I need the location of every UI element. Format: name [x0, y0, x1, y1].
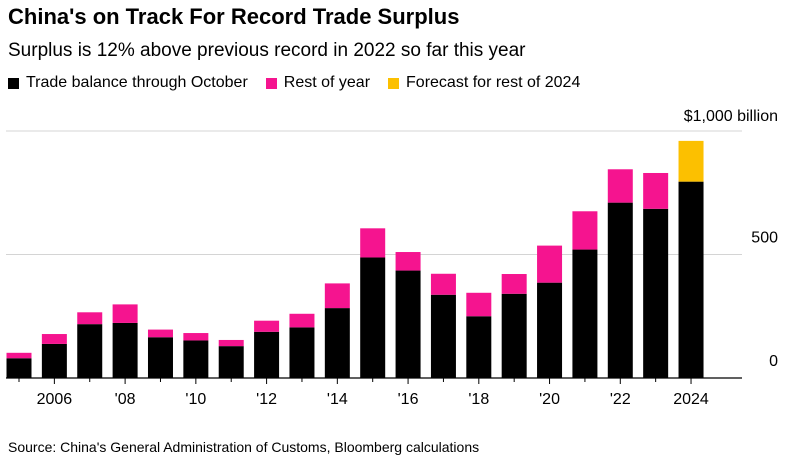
x-tick-label: '22 [610, 391, 631, 408]
bars [6, 140, 704, 378]
y-tick-label: 500 [751, 230, 778, 247]
bar-segment [643, 172, 669, 209]
bar-segment [360, 228, 386, 258]
chart-subtitle: Surplus is 12% above previous record in … [8, 40, 526, 61]
x-tick-label: '08 [115, 391, 136, 408]
legend-swatch-forecast [388, 77, 400, 89]
x-axis: 2006 '08 '10 '12 '14 '16 '18 '20 '22 2024 [6, 377, 742, 408]
bar-segment [41, 343, 67, 378]
y-tick-label: 0 [769, 353, 778, 370]
bar-segment [466, 316, 492, 378]
x-tick-label: '20 [539, 391, 560, 408]
bar-segment [324, 308, 350, 378]
bar-segment [395, 270, 421, 378]
x-tick-label: '14 [327, 391, 348, 408]
bar-segment [501, 293, 527, 378]
bar-segment [678, 181, 704, 378]
bar-segment [537, 245, 563, 283]
bar-segment [289, 327, 315, 378]
legend-swatch-rest-of-year [265, 77, 277, 89]
bar-segment [77, 312, 103, 325]
bar-segment [643, 208, 669, 378]
legend-label-rest-of-year: Rest of year [283, 74, 371, 91]
legend-item-forecast: Forecast for rest of 2024 [388, 74, 580, 92]
x-tick-label: 2024 [673, 391, 709, 408]
legend: Trade balance through October Rest of ye… [8, 74, 598, 92]
legend-label-forecast: Forecast for rest of 2024 [406, 74, 581, 91]
bar-segment [6, 358, 32, 378]
bar-segment [430, 273, 456, 295]
bar-segment [218, 339, 244, 347]
bar-segment [678, 140, 704, 182]
bar-segment [466, 292, 492, 317]
bar-segment [360, 257, 386, 378]
x-tick-label: '18 [468, 391, 489, 408]
bar-segment [537, 282, 563, 378]
source-note: Source: China's General Administration o… [8, 439, 480, 455]
bar-segment [183, 340, 209, 378]
bar-segment [41, 334, 67, 344]
bar-segment [254, 320, 280, 332]
bar-segment [218, 346, 244, 378]
bar-segment [112, 322, 138, 378]
bar-segment [183, 333, 209, 341]
bar-segment [572, 249, 598, 378]
bar-segment [607, 169, 633, 203]
bar-segment [501, 274, 527, 294]
legend-swatch-trade-balance [8, 77, 19, 89]
bar-segment [147, 329, 173, 338]
legend-item-rest-of-year: Rest of year [265, 74, 371, 92]
legend-item-trade-balance: Trade balance through October [8, 74, 248, 92]
x-tick-label: '12 [256, 391, 277, 408]
bar-segment [607, 202, 633, 378]
bar-segment [77, 324, 103, 378]
bar-segment [430, 294, 456, 378]
x-tick-label: '16 [398, 391, 419, 408]
y-axis-labels: 0 500 $1,000 billion [684, 108, 778, 370]
x-tick-label: 2006 [37, 391, 73, 408]
legend-label-trade-balance: Trade balance through October [26, 74, 248, 91]
bar-segment [324, 283, 350, 309]
x-tick-label: '10 [185, 391, 206, 408]
bar-segment [112, 304, 138, 323]
bar-segment [254, 331, 280, 378]
bar-segment [6, 352, 32, 359]
bar-segment [395, 252, 421, 271]
bar-segment [147, 337, 173, 378]
bar-segment [289, 313, 315, 328]
chart-title: China's on Track For Record Trade Surplu… [8, 4, 460, 29]
y-tick-label: $1,000 billion [684, 108, 778, 125]
bar-segment [572, 211, 598, 250]
